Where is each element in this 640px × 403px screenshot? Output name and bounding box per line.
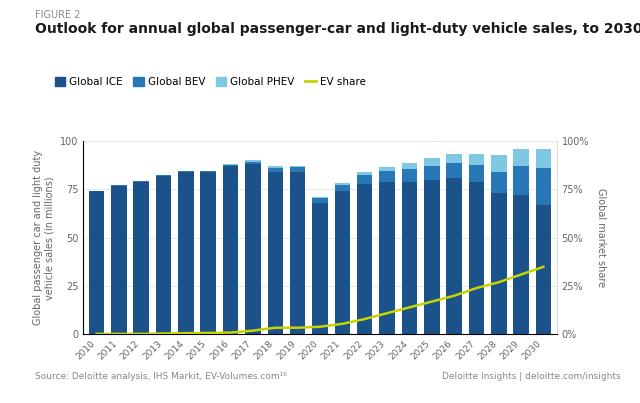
Bar: [312, 197, 328, 198]
Bar: [89, 191, 104, 334]
Legend: Global ICE, Global BEV, Global PHEV, EV share: Global ICE, Global BEV, Global PHEV, EV …: [51, 73, 370, 91]
Bar: [178, 171, 194, 172]
Bar: [223, 165, 239, 166]
Bar: [223, 164, 239, 165]
Bar: [424, 166, 440, 180]
Bar: [379, 167, 395, 171]
Bar: [335, 185, 350, 191]
Bar: [357, 184, 372, 334]
Bar: [468, 165, 484, 182]
Bar: [446, 178, 462, 334]
Bar: [513, 166, 529, 195]
Bar: [491, 193, 506, 334]
Bar: [357, 172, 372, 175]
Bar: [424, 158, 440, 166]
Bar: [536, 205, 551, 334]
Bar: [401, 182, 417, 334]
Text: Deloitte Insights | deloitte.com/insights: Deloitte Insights | deloitte.com/insight…: [442, 372, 621, 381]
Text: FIGURE 2: FIGURE 2: [35, 10, 81, 20]
Bar: [268, 172, 283, 334]
Bar: [513, 149, 529, 166]
Y-axis label: Global passenger car and light duty
vehicle sales (in millions): Global passenger car and light duty vehi…: [33, 150, 54, 325]
Bar: [134, 182, 149, 334]
Bar: [245, 160, 261, 162]
Bar: [268, 168, 283, 172]
Bar: [245, 164, 261, 334]
Y-axis label: Global market share: Global market share: [596, 188, 606, 287]
Bar: [357, 175, 372, 184]
Bar: [245, 162, 261, 164]
Bar: [536, 168, 551, 205]
Bar: [468, 182, 484, 334]
Bar: [223, 166, 239, 334]
Text: Source: Deloitte analysis, IHS Markit, EV-Volumes.com¹⁶: Source: Deloitte analysis, IHS Markit, E…: [35, 372, 287, 381]
Bar: [312, 198, 328, 203]
Bar: [379, 171, 395, 182]
Bar: [268, 166, 283, 168]
Bar: [335, 191, 350, 334]
Bar: [290, 167, 305, 172]
Bar: [424, 180, 440, 334]
Bar: [401, 163, 417, 169]
Bar: [200, 172, 216, 334]
Bar: [446, 154, 462, 163]
Bar: [446, 163, 462, 178]
Bar: [200, 171, 216, 172]
Bar: [335, 183, 350, 185]
Bar: [290, 166, 305, 167]
Bar: [401, 169, 417, 182]
Bar: [491, 172, 506, 193]
Bar: [178, 172, 194, 334]
Bar: [156, 176, 172, 334]
Bar: [468, 154, 484, 165]
Bar: [200, 170, 216, 171]
Bar: [312, 203, 328, 334]
Bar: [379, 182, 395, 334]
Bar: [536, 149, 551, 168]
Bar: [111, 185, 127, 334]
Bar: [491, 155, 506, 172]
Text: Outlook for annual global passenger-car and light-duty vehicle sales, to 2030: Outlook for annual global passenger-car …: [35, 22, 640, 36]
Bar: [290, 172, 305, 334]
Bar: [513, 195, 529, 334]
